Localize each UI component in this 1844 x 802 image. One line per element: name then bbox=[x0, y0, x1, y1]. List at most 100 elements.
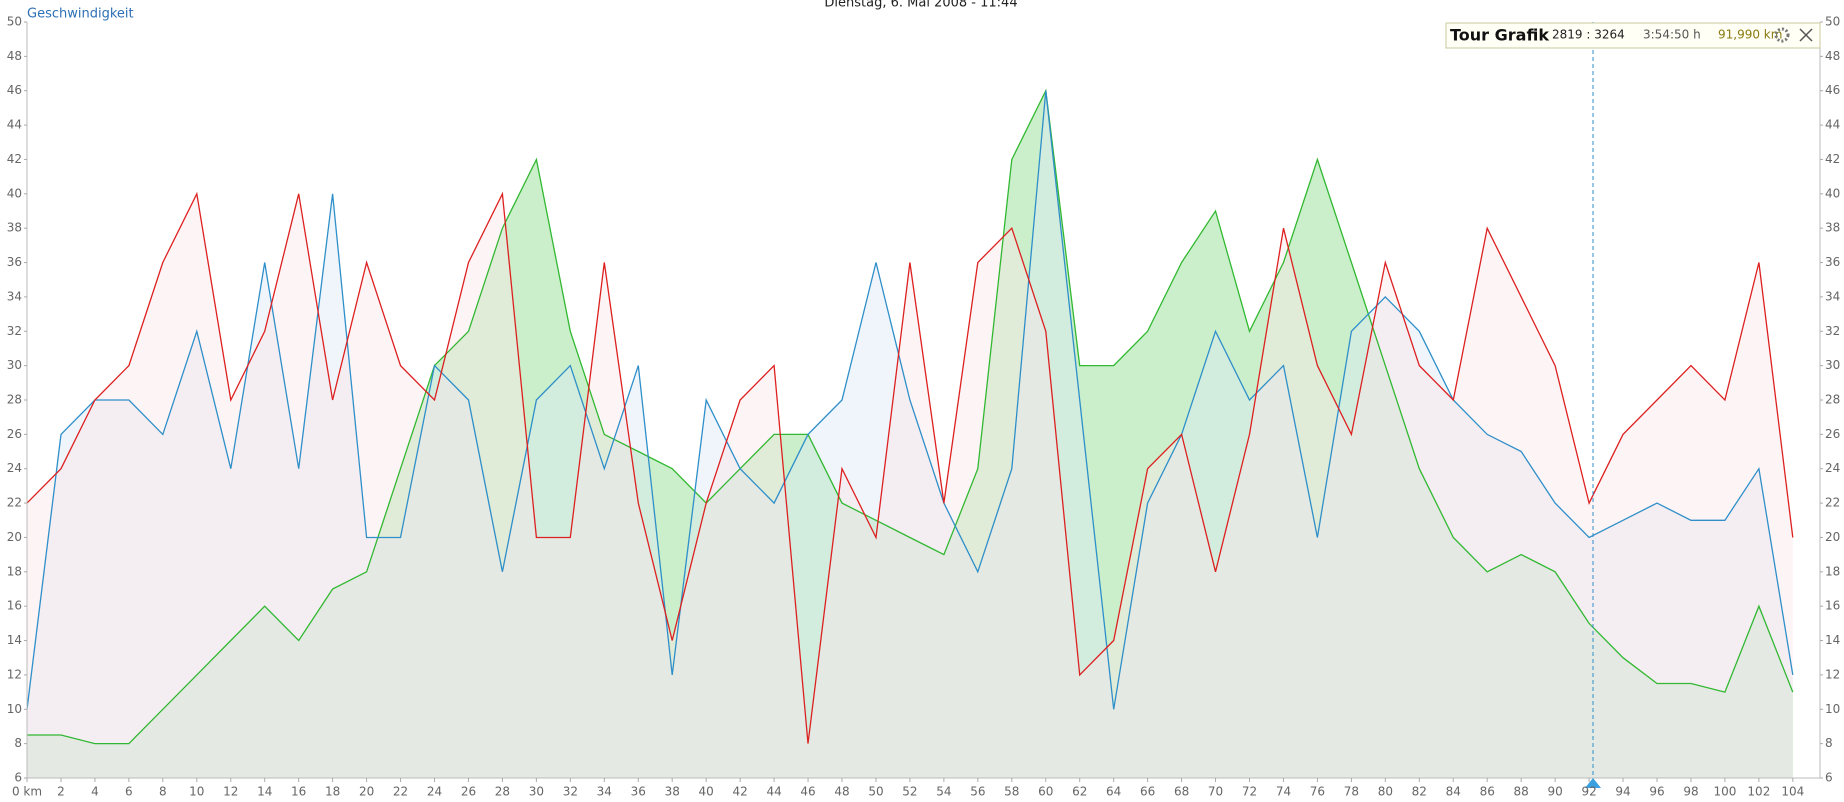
close-icon[interactable] bbox=[1799, 28, 1813, 42]
x-tick-label: 54 bbox=[936, 785, 951, 799]
x-tick-label: 46 bbox=[800, 785, 815, 799]
y-tick-label: 8 bbox=[14, 736, 22, 750]
y-tick-label: 48 bbox=[7, 49, 22, 63]
y2-tick-label: 14 bbox=[1825, 633, 1840, 647]
cursor-handle[interactable] bbox=[1585, 778, 1601, 788]
settings-icon[interactable] bbox=[1774, 27, 1790, 43]
y2-tick-label: 50 bbox=[1825, 15, 1840, 29]
x-tick-label: 84 bbox=[1446, 785, 1461, 799]
x-tick-label: 88 bbox=[1514, 785, 1529, 799]
x-tick-label: 82 bbox=[1412, 785, 1427, 799]
x-tick-label: 70 bbox=[1208, 785, 1223, 799]
x-tick-label: 12 bbox=[223, 785, 238, 799]
y2-tick-label: 34 bbox=[1825, 289, 1840, 303]
series-area bbox=[27, 193, 1793, 779]
x-tick-label: 30 bbox=[529, 785, 544, 799]
x-tick-label: 52 bbox=[902, 785, 917, 799]
series-line bbox=[27, 88, 1794, 745]
x-tick-label: 98 bbox=[1683, 785, 1698, 799]
x-tick-label: 48 bbox=[834, 785, 849, 799]
x-tick-label: 72 bbox=[1242, 785, 1257, 799]
x-tick-label: 96 bbox=[1649, 785, 1664, 799]
x-tick-label: 60 bbox=[1038, 785, 1053, 799]
y-tick-label: 6 bbox=[14, 771, 22, 785]
x-tick-label: 78 bbox=[1344, 785, 1359, 799]
y-tick-label: 26 bbox=[7, 427, 22, 441]
y2-tick-label: 44 bbox=[1825, 118, 1840, 132]
x-tick-label: 76 bbox=[1310, 785, 1325, 799]
x-tick-label: 66 bbox=[1140, 785, 1155, 799]
y-tick-label: 40 bbox=[7, 186, 22, 200]
y2-tick-label: 24 bbox=[1825, 461, 1840, 475]
x-tick-label: 8 bbox=[159, 785, 167, 799]
y-tick-label: 16 bbox=[7, 599, 22, 613]
y-tick-label: 28 bbox=[7, 393, 22, 407]
x-tick-label: 80 bbox=[1378, 785, 1393, 799]
series-line bbox=[26, 90, 1794, 710]
info-panel bbox=[1445, 22, 1821, 49]
y2-tick-label: 12 bbox=[1825, 667, 1840, 681]
y-axis-label: Geschwindigkeit bbox=[27, 7, 134, 22]
panel-range: 2819 : 3264 bbox=[1552, 28, 1625, 42]
y-tick-label: 50 bbox=[7, 15, 22, 29]
y2-tick-label: 20 bbox=[1825, 530, 1840, 544]
x-tick-label: 42 bbox=[732, 785, 747, 799]
x-tick-label: 18 bbox=[325, 785, 340, 799]
x-tick-label: 34 bbox=[597, 785, 612, 799]
x-tick-label: 24 bbox=[427, 785, 442, 799]
y2-tick-label: 18 bbox=[1825, 564, 1840, 578]
y-tick-label: 32 bbox=[7, 324, 22, 338]
y-tick-label: 34 bbox=[7, 289, 22, 303]
y-tick-label: 20 bbox=[7, 530, 22, 544]
y2-tick-label: 22 bbox=[1825, 496, 1840, 510]
y2-tick-label: 38 bbox=[1825, 221, 1840, 235]
x-tick-label: 50 bbox=[868, 785, 883, 799]
y-tick-label: 44 bbox=[7, 118, 22, 132]
y2-tick-label: 8 bbox=[1825, 736, 1833, 750]
x-tick-label: 94 bbox=[1615, 785, 1630, 799]
x-tick-label: 74 bbox=[1276, 785, 1291, 799]
x-tick-label: 92 bbox=[1581, 785, 1596, 799]
x-tick-label: 58 bbox=[1004, 785, 1019, 799]
y2-tick-label: 10 bbox=[1825, 702, 1840, 716]
x-tick-label: 36 bbox=[631, 785, 646, 799]
panel-distance: 91,990 km bbox=[1718, 28, 1782, 42]
x-tick-label: 90 bbox=[1547, 785, 1562, 799]
y2-tick-label: 36 bbox=[1825, 255, 1840, 269]
x-tick-label: 86 bbox=[1480, 785, 1495, 799]
y2-tick-label: 42 bbox=[1825, 152, 1840, 166]
y2-tick-label: 46 bbox=[1825, 83, 1840, 97]
x-tick-label: 56 bbox=[970, 785, 985, 799]
series-line bbox=[26, 191, 1794, 744]
x-tick-label: 6 bbox=[125, 785, 133, 799]
y-tick-label: 46 bbox=[7, 83, 22, 97]
y-tick-label: 22 bbox=[7, 496, 22, 510]
x-tick-label: 4 bbox=[91, 785, 99, 799]
y2-tick-label: 30 bbox=[1825, 358, 1840, 372]
x-tick-label: 104 bbox=[1781, 785, 1804, 799]
x-tick-label: 62 bbox=[1072, 785, 1087, 799]
y2-tick-label: 40 bbox=[1825, 186, 1840, 200]
x-tick-label: 20 bbox=[359, 785, 374, 799]
panel-time: 3:54:50 h bbox=[1643, 28, 1701, 42]
panel-title: Tour Grafik bbox=[1450, 26, 1549, 45]
y-tick-label: 14 bbox=[7, 633, 22, 647]
x-tick-label: 16 bbox=[291, 785, 306, 799]
y-tick-label: 36 bbox=[7, 255, 22, 269]
y-tick-label: 42 bbox=[7, 152, 22, 166]
y-tick-label: 38 bbox=[7, 221, 22, 235]
y2-tick-label: 26 bbox=[1825, 427, 1840, 441]
x-tick-label: 10 bbox=[189, 785, 204, 799]
series-area bbox=[27, 90, 1793, 778]
chart-title: Dienstag, 6. Mai 2008 - 11:44 bbox=[824, 0, 1017, 11]
x-tick-label: 38 bbox=[665, 785, 680, 799]
y2-tick-label: 6 bbox=[1825, 771, 1833, 785]
x-tick-label: 2 bbox=[57, 785, 65, 799]
y2-tick-label: 32 bbox=[1825, 324, 1840, 338]
y-tick-label: 30 bbox=[7, 358, 22, 372]
x-tick-label: 14 bbox=[257, 785, 272, 799]
plot-layer bbox=[26, 88, 1794, 779]
x-tick-label: 26 bbox=[461, 785, 476, 799]
y2-tick-label: 48 bbox=[1825, 49, 1840, 63]
